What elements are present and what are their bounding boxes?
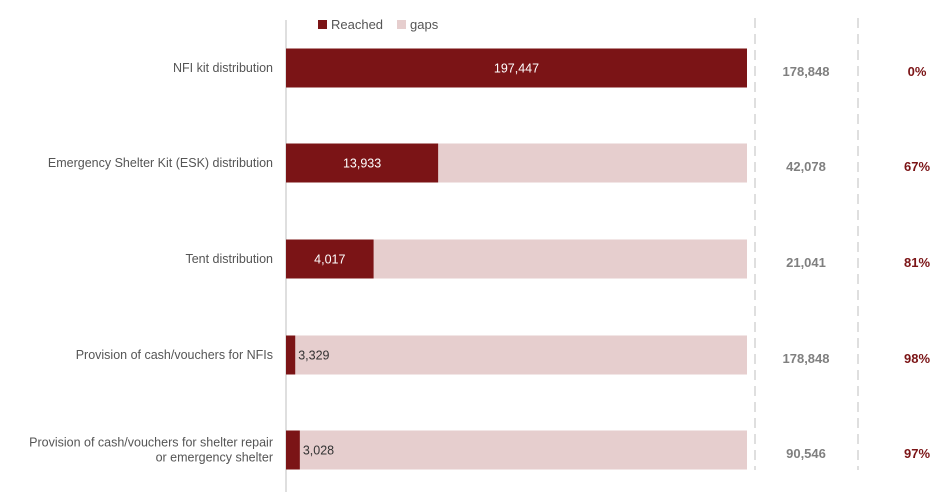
category-label-4: Provision of cash/vouchers for shelter r… [29,436,273,465]
value-label-2: 4,017 [314,253,345,267]
value-label-0: 197,447 [494,62,539,76]
target-value-4: 90,546 [786,446,826,461]
gap-percent-0: 0% [908,64,927,79]
bar-gaps-4 [286,431,747,470]
gap-percent-3: 98% [904,351,930,366]
category-label-line: Provision of cash/vouchers for shelter r… [29,436,273,450]
gap-percent-4: 97% [904,446,930,461]
target-value-2: 21,041 [786,255,826,270]
value-label-3: 3,329 [298,349,329,363]
category-label-0: NFI kit distribution [173,61,273,75]
category-label-line: Tent distribution [185,252,273,266]
bar-reached-4 [286,431,300,470]
gap-percent-2: 81% [904,255,930,270]
category-label-line: NFI kit distribution [173,61,273,75]
category-label-line: Emergency Shelter Kit (ESK) distribution [48,156,273,170]
gap-percent-1: 67% [904,159,930,174]
value-label-4: 3,028 [303,444,334,458]
target-value-0: 178,848 [783,64,830,79]
bar-gaps-3 [286,336,747,375]
bar-reached-3 [286,336,295,375]
target-value-1: 42,078 [786,159,826,174]
category-label-2: Tent distribution [185,252,273,266]
category-label-3: Provision of cash/vouchers for NFIs [76,348,273,362]
category-label-1: Emergency Shelter Kit (ESK) distribution [48,156,273,170]
value-label-1: 13,933 [343,157,381,171]
target-value-3: 178,848 [783,351,830,366]
category-label-line: Provision of cash/vouchers for NFIs [76,348,273,362]
category-label-line: or emergency shelter [156,451,273,465]
